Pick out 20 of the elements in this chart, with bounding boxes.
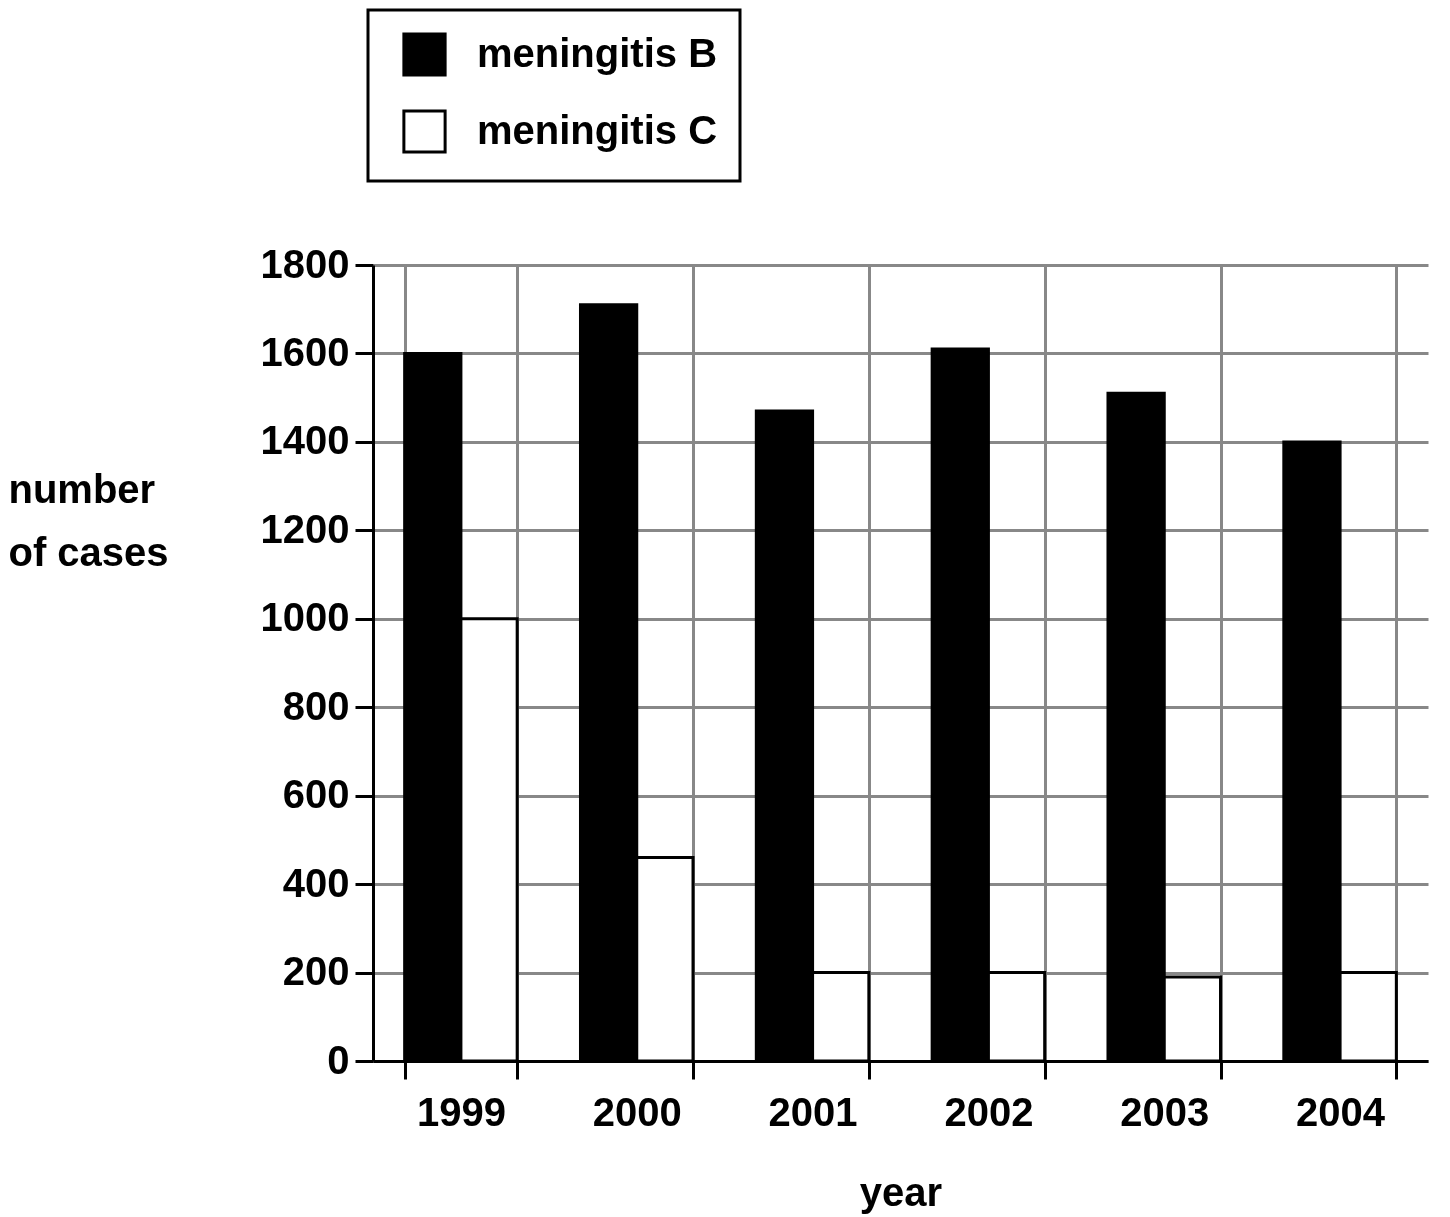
legend-label: meningitis B [477, 30, 718, 75]
y-tick-label: 0 [327, 1037, 350, 1082]
y-tick-label: 1800 [260, 241, 350, 286]
x-axis-title: year [859, 1169, 943, 1214]
x-tick-label: 1999 [416, 1089, 506, 1134]
x-tick-label: 2004 [1296, 1089, 1386, 1134]
y-tick-label: 1600 [260, 329, 350, 374]
y-tick-label: 400 [282, 860, 350, 905]
y-tick-label: 200 [282, 949, 350, 994]
legend-label: meningitis C [477, 107, 718, 152]
y-tick-label: 1200 [260, 506, 350, 551]
y-tick-label: 1400 [260, 418, 350, 463]
x-tick-label: 2000 [592, 1089, 682, 1134]
y-tick-label: 800 [282, 683, 350, 728]
y-tick-label: 600 [282, 772, 350, 817]
x-tick-label: 2003 [1120, 1089, 1210, 1134]
y-tick-label: 1000 [260, 595, 350, 640]
x-tick-label: 2002 [944, 1089, 1034, 1134]
y-axis-title: number of cases [8, 466, 169, 574]
x-tick-label: 2001 [768, 1089, 858, 1134]
